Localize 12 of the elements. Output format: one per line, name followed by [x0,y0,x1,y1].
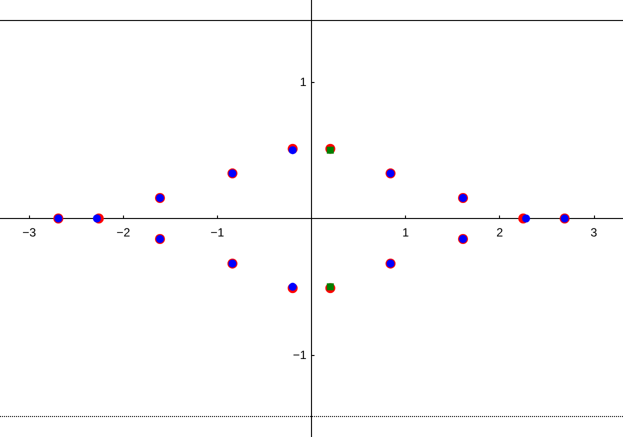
x-tick-label: 3 [590,226,598,240]
point [522,214,530,222]
x-tick-label: 2 [496,226,504,240]
point [326,283,334,290]
x-tick-label: −3 [22,226,36,240]
x-tick-label: −1 [210,226,225,240]
x-tick-label: −2 [116,226,130,240]
x-tick-label: 1 [402,226,410,240]
point [288,146,297,154]
point [92,214,101,222]
point [326,146,334,154]
point [288,282,297,291]
